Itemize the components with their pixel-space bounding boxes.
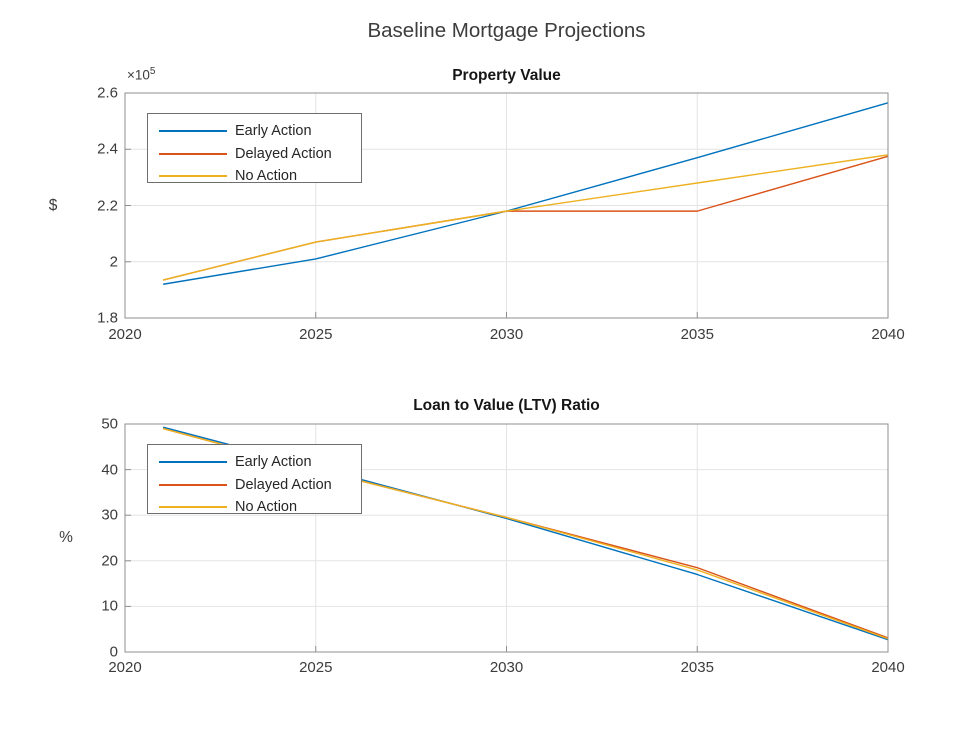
early-action-line-sample (159, 130, 227, 133)
y-tick-label: 2.6 (97, 84, 118, 102)
legend-entry: Delayed Action (148, 474, 361, 497)
x-tick-label: 2035 (680, 659, 714, 676)
legend-entry: No Action (148, 496, 361, 519)
property-value-ylabel: $ (48, 197, 58, 214)
y-tick-label: 30 (101, 506, 118, 524)
x-tick-label: 2030 (489, 659, 524, 676)
y-tick-label: 20 (101, 552, 118, 570)
y-tick-label: 40 (101, 461, 118, 479)
x-tick-label: 2040 (871, 326, 905, 343)
offset-exponent: 5 (149, 66, 156, 77)
legend-label: Early Action (235, 123, 312, 140)
legend-label: Early Action (235, 454, 312, 471)
y-tick-label: 2.4 (97, 140, 118, 158)
x-tick-label: 2025 (299, 326, 333, 343)
legend-entry: Early Action (148, 120, 361, 143)
property-value-legend: Early Action Delayed Action No Action (147, 113, 362, 184)
legend-entry: Early Action (148, 451, 361, 474)
figure-title: Baseline Mortgage Projections (367, 19, 646, 42)
delayed-action-line-sample (159, 483, 227, 486)
y-tick-label: 0 (109, 643, 118, 661)
legend-entry: Delayed Action (148, 143, 361, 166)
series-line-no-action (162, 154, 889, 281)
y-tick-label: 1.8 (97, 309, 118, 327)
y-tick-label: 2.2 (97, 197, 118, 214)
offset-base: ×10 (127, 67, 150, 83)
y-axis-offset-label: ×105 (127, 66, 155, 83)
x-tick-label: 2020 (108, 326, 142, 343)
legend-label: No Action (235, 499, 298, 516)
x-tick-label: 2035 (680, 326, 714, 343)
x-tick-label: 2020 (108, 659, 142, 676)
ltv-title: Loan to Value (LTV) Ratio (413, 397, 600, 414)
property-value-title: Property Value (452, 67, 561, 84)
no-action-line-sample (159, 175, 227, 178)
legend-label: Delayed Action (235, 476, 332, 493)
x-tick-label: 2025 (299, 659, 333, 676)
legend-label: Delayed Action (235, 145, 332, 162)
no-action-line-sample (159, 506, 227, 509)
delayed-action-line-sample (159, 152, 227, 155)
ltv-ylabel: % (59, 529, 73, 546)
y-tick-label: 10 (101, 597, 118, 615)
legend-label: No Action (235, 168, 298, 185)
x-tick-label: 2040 (871, 659, 905, 676)
ltv-legend: Early Action Delayed Action No Action (147, 444, 362, 515)
legend-entry: No Action (148, 165, 361, 188)
early-action-line-sample (159, 461, 227, 464)
y-tick-label: 2 (109, 253, 118, 271)
x-tick-label: 2030 (489, 326, 524, 343)
y-tick-label: 50 (101, 415, 118, 433)
